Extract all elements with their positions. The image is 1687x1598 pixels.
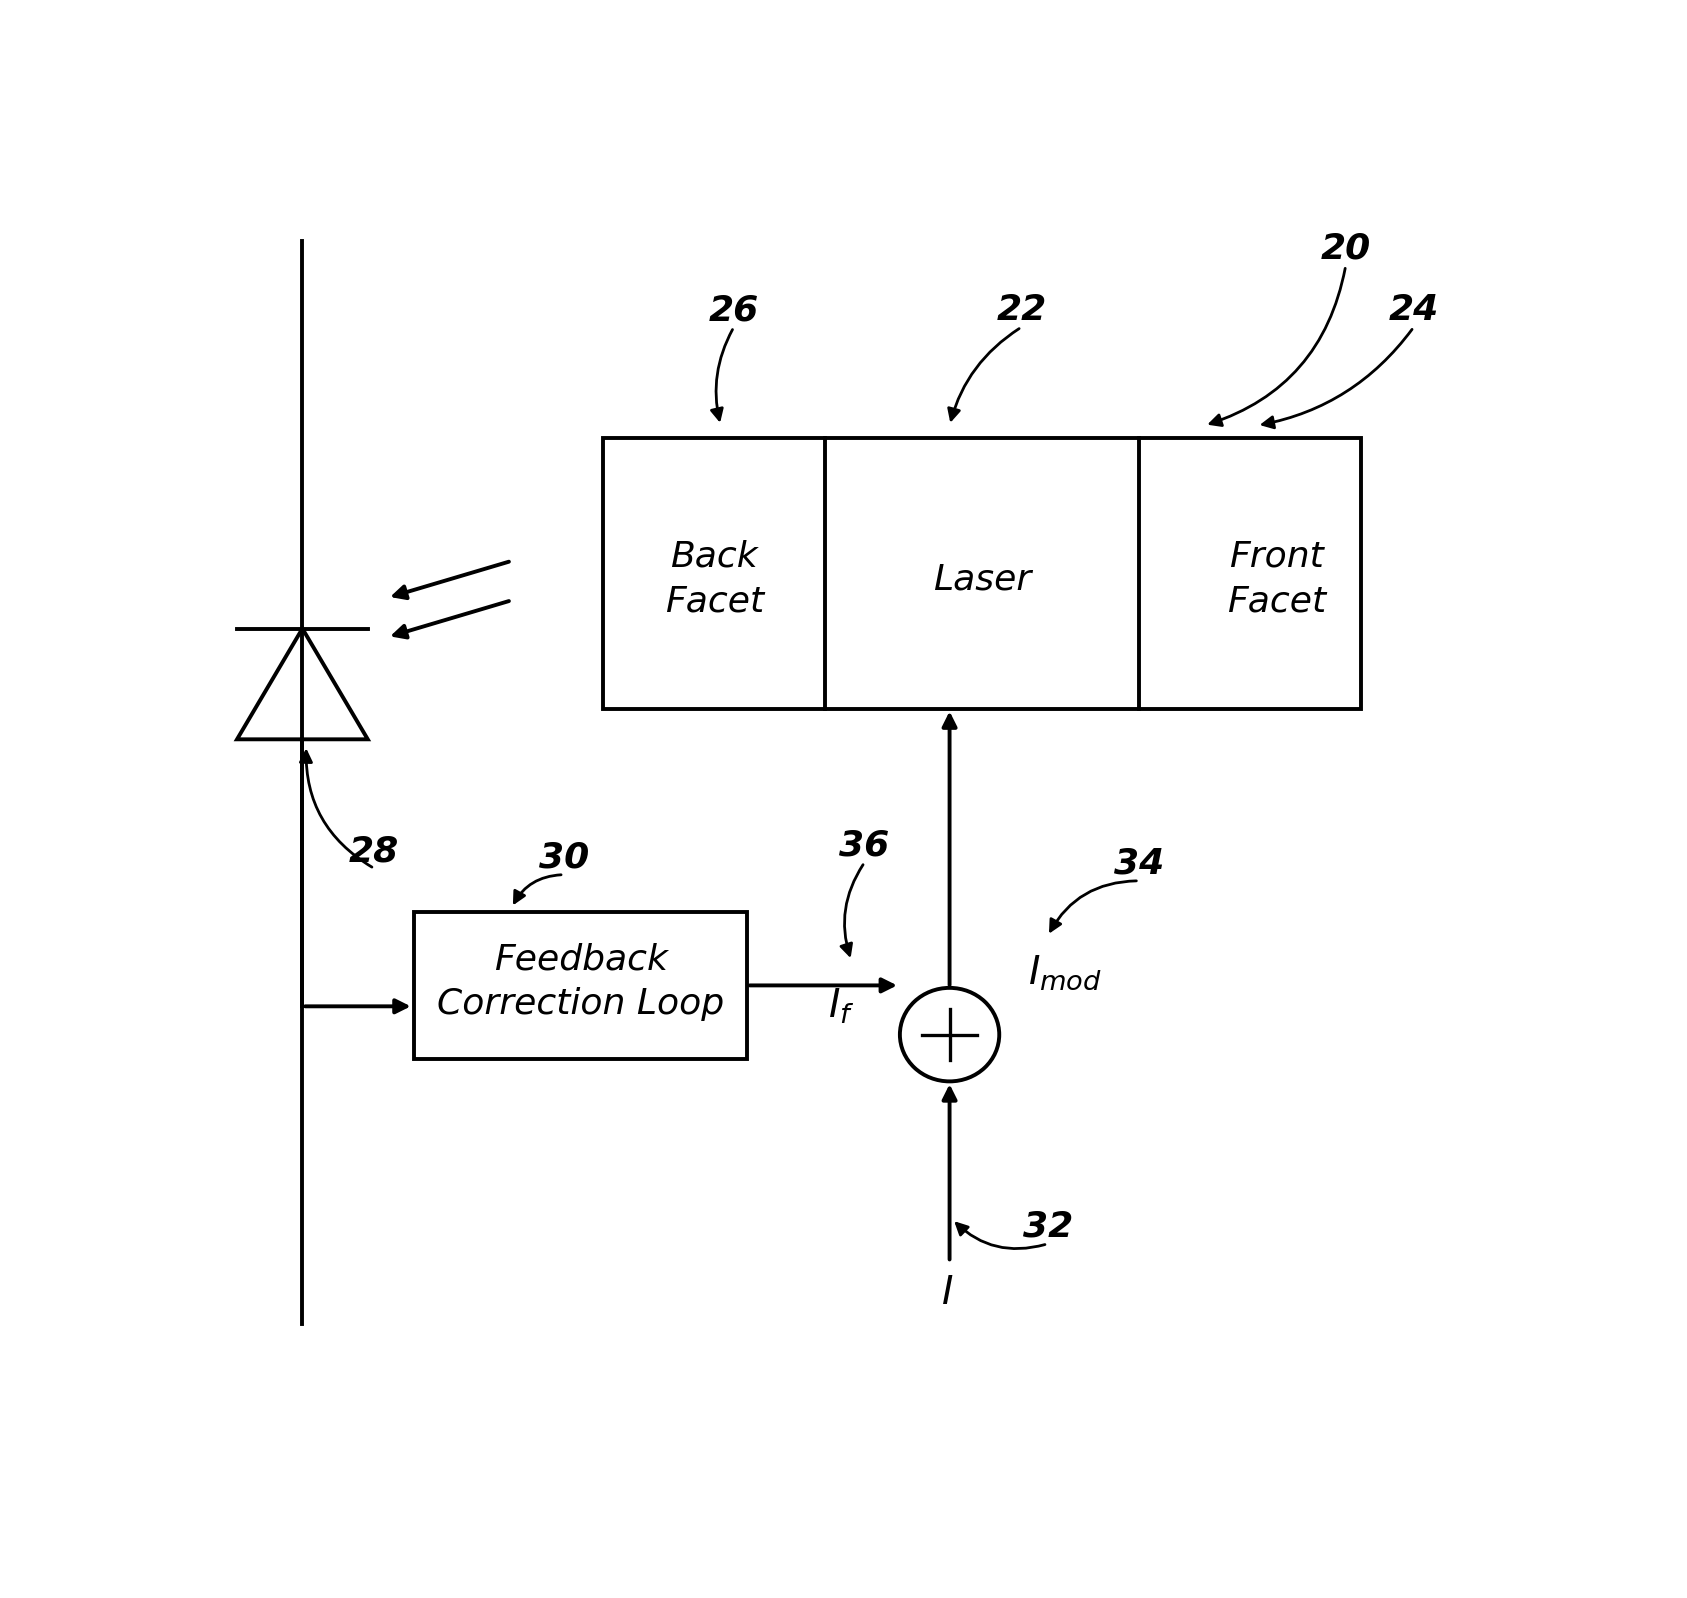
Text: 26: 26 [709, 292, 759, 328]
Text: 22: 22 [997, 292, 1046, 328]
Text: 30: 30 [538, 841, 589, 874]
Text: $I_f$: $I_f$ [828, 986, 854, 1026]
Text: Laser: Laser [933, 562, 1031, 596]
Text: $I$: $I$ [941, 1274, 953, 1312]
Text: 34: 34 [1113, 847, 1164, 880]
Text: 28: 28 [349, 834, 400, 869]
Text: Back
Facet: Back Facet [665, 540, 764, 618]
Text: Front
Facet: Front Facet [1226, 540, 1326, 618]
Bar [602, 438, 1361, 708]
Text: $I_{mod}$: $I_{mod}$ [1027, 954, 1102, 992]
Bar [413, 911, 747, 1059]
Text: 20: 20 [1321, 232, 1372, 265]
Text: 24: 24 [1388, 292, 1439, 328]
Text: Feedback
Correction Loop: Feedback Correction Loop [437, 943, 724, 1021]
Text: 32: 32 [1022, 1210, 1073, 1243]
Text: 36: 36 [840, 828, 889, 863]
